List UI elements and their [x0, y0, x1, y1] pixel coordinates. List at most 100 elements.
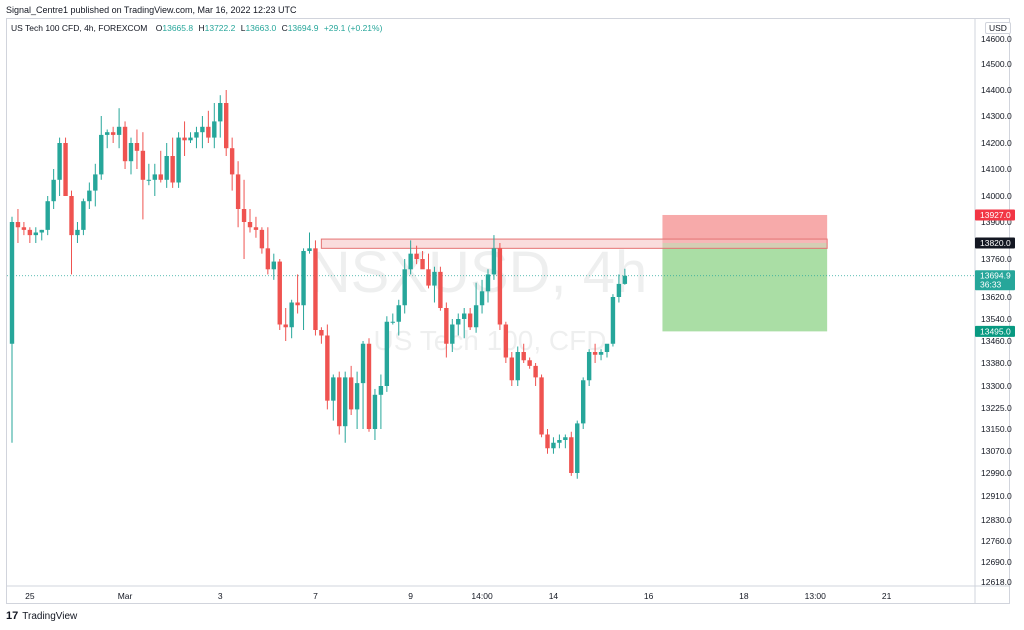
candle-body	[283, 324, 288, 328]
candle-body	[551, 442, 556, 449]
price-axis-tick-label: 12760.0	[981, 536, 1012, 546]
candle-body	[343, 377, 348, 427]
candle-body	[45, 201, 50, 230]
candle-body	[87, 190, 92, 202]
price-axis-tick-label: 14100.0	[981, 164, 1012, 174]
candle-body	[456, 319, 461, 325]
candle-body	[467, 313, 473, 328]
candle-body	[497, 248, 503, 325]
candle-body	[354, 383, 360, 410]
time-axis-tick-label: 14	[549, 591, 559, 601]
candle-body	[158, 174, 163, 180]
candle-body	[622, 275, 628, 284]
candle-body	[122, 126, 128, 162]
candle-body	[479, 291, 485, 306]
open-value: 13665.8	[162, 23, 194, 33]
candle-body	[402, 269, 407, 306]
candle-body	[33, 232, 38, 236]
chart-frame	[6, 18, 1010, 604]
high-label: H	[198, 23, 205, 33]
price-axis-tick-label: 14400.0	[981, 85, 1012, 95]
candle-body	[307, 248, 312, 251]
candle-body	[444, 308, 449, 344]
price-axis-tick-label: 13460.0	[981, 336, 1012, 346]
candle-body	[485, 274, 491, 292]
candle-body	[450, 324, 455, 344]
candle-body	[360, 343, 366, 384]
time-axis-tick-label: 14:00	[471, 591, 493, 601]
candle-body	[259, 229, 265, 249]
high-value: 13722.2	[204, 23, 236, 33]
candle-body	[432, 271, 437, 286]
candle-body	[348, 377, 354, 410]
price-axis-tick-label: 14300.0	[981, 111, 1012, 121]
price-axis-tick-label: 13225.0	[981, 403, 1012, 413]
symbol-label[interactable]: US Tech 100 CFD, 4h, FOREXCOM	[11, 23, 148, 33]
candle-body	[598, 352, 604, 355]
ohlc-legend: US Tech 100 CFD, 4h, FOREXCOM O13665.8 H…	[11, 23, 382, 33]
countdown-text: 36:33	[980, 280, 1002, 290]
price-label-text: 13927.0	[980, 210, 1011, 220]
low-value: 13663.0	[245, 23, 277, 33]
stop-loss-zone	[662, 214, 828, 243]
candle-body	[563, 437, 568, 440]
candle-body	[610, 297, 616, 344]
footer-branding: 17 TradingView	[6, 610, 77, 622]
candle-body	[509, 357, 514, 381]
candle-body	[396, 305, 401, 322]
candle-body	[27, 229, 33, 236]
candle-body	[539, 377, 544, 435]
close-value: 13694.9	[287, 23, 319, 33]
candle-body	[527, 360, 532, 366]
price-axis-tick-label: 13300.0	[981, 381, 1012, 391]
candle-body	[63, 143, 68, 196]
time-axis-tick-label: 7	[313, 591, 318, 601]
candle-body	[301, 251, 306, 306]
price-axis-tick-label: 13760.0	[981, 254, 1012, 264]
price-axis-tick-label: 14500.0	[981, 59, 1012, 69]
price-axis-tick-label: 14000.0	[981, 191, 1012, 201]
candle-body	[21, 227, 27, 230]
candle-body	[81, 201, 86, 230]
candle-body	[295, 302, 300, 306]
candle-body	[408, 253, 413, 270]
candle-body	[545, 434, 550, 449]
candle-body	[319, 330, 324, 336]
watermark-ticker: NSXUSD, 4h	[309, 240, 647, 305]
price-label-box	[975, 237, 1015, 249]
price-label-text: 13495.0	[980, 326, 1011, 336]
take-profit-zone	[662, 243, 828, 332]
candle-body	[569, 437, 574, 473]
brand-name: TradingView	[22, 610, 78, 622]
price-label-text: 13820.0	[980, 238, 1011, 248]
candle-body	[616, 283, 622, 297]
candle-body	[146, 179, 152, 181]
candle-body	[224, 103, 229, 149]
candle-body	[604, 343, 610, 352]
price-label-text: 13694.9	[980, 271, 1011, 281]
candle-body	[378, 386, 384, 395]
time-axis-tick-label: 9	[408, 591, 413, 601]
candle-body	[521, 352, 526, 361]
tradingview-logo-icon: 17	[6, 610, 19, 622]
price-axis-tick-label: 13150.0	[981, 424, 1012, 434]
time-axis-tick-label: 21	[882, 591, 892, 601]
candle-body	[235, 174, 241, 209]
candle-body	[188, 137, 193, 141]
candle-body	[93, 174, 98, 191]
candle-body	[253, 227, 259, 230]
candle-body	[426, 269, 431, 286]
time-axis-tick-label: 25	[25, 591, 35, 601]
candle-body	[229, 148, 235, 175]
change-value: +29.1 (+0.21%)	[323, 23, 383, 33]
price-axis-tick-label: 12990.0	[981, 468, 1012, 478]
candle-body	[581, 380, 586, 424]
resistance-zone	[320, 238, 828, 249]
price-axis-tick-label: 12830.0	[981, 515, 1012, 525]
candle-body	[325, 335, 330, 401]
currency-badge[interactable]: USD	[985, 22, 1011, 34]
candle-body	[116, 126, 122, 135]
price-axis-tick-label: 13540.0	[981, 314, 1012, 324]
candle-body	[313, 248, 318, 330]
